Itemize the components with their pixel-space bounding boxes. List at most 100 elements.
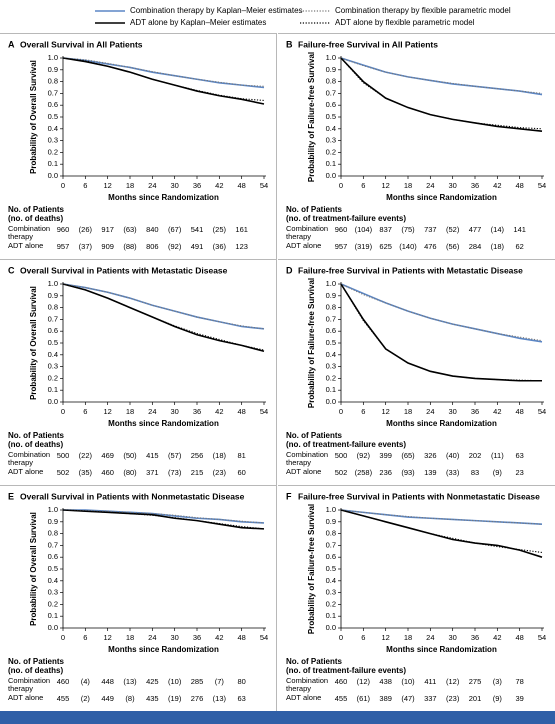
table-cell: (104) (354, 225, 373, 234)
panel: A Overall Survival in All Patients 0.0 0.1 0… (0, 33, 277, 259)
y-tick-label: 0.6 (48, 100, 58, 109)
table-cell: (19) (167, 694, 182, 703)
y-tick-label: 0.2 (48, 599, 58, 608)
x-tick-label: 0 (339, 633, 343, 642)
y-axis-label: Probability of Overall Survival (29, 286, 38, 400)
table-cell: (36) (212, 242, 226, 251)
y-tick-label: 0.4 (48, 576, 58, 585)
table-cell: (80) (123, 468, 137, 477)
footer-bar (0, 711, 555, 724)
table-cell: 39 (515, 694, 524, 703)
y-tick-label: 0.3 (326, 362, 336, 371)
y-tick-label: 0.3 (48, 362, 58, 371)
table-cell: 477 (468, 225, 482, 234)
table-cell: (23) (212, 468, 226, 477)
table-cell: 201 (468, 694, 482, 703)
table-cell: (9) (492, 468, 502, 477)
x-tick-label: 36 (471, 633, 479, 642)
survival-curve (340, 57, 543, 94)
table-cell: 371 (146, 468, 159, 477)
y-tick-label: 0.3 (326, 136, 336, 145)
y-tick-label: 0.3 (48, 136, 58, 145)
row-label: Combination therapy (286, 450, 329, 467)
table-cell: 957 (56, 242, 70, 251)
x-tick-label: 6 (361, 181, 365, 190)
table-cell: (37) (78, 242, 92, 251)
y-axis-label: Probability of Overall Survival (29, 512, 38, 626)
table-cell: 448 (101, 677, 114, 686)
y-tick-label: 0.5 (48, 112, 58, 121)
survival-curve (340, 283, 543, 342)
y-tick-label: 0.1 (326, 385, 336, 394)
table-cell: (140) (399, 242, 417, 251)
panel: F Failure-free Survival in Patients with … (278, 485, 555, 711)
table-cell: (67) (167, 225, 182, 234)
table-cell: (52) (445, 225, 460, 234)
table-header: No. of Patients (286, 205, 343, 214)
y-tick-label: 0.0 (48, 397, 58, 406)
chart: E Overall Survival in Patients with Nonme… (8, 491, 268, 654)
y-tick-label: 0.3 (48, 588, 58, 597)
table-subheader: (no. of deaths) (8, 214, 64, 223)
x-tick-label: 0 (61, 181, 65, 190)
x-tick-label: 36 (193, 181, 201, 190)
survival-curve (62, 283, 265, 353)
y-tick-label: 0.5 (326, 112, 336, 121)
table-cell: (92) (167, 242, 182, 251)
table-cell: (258) (354, 468, 373, 477)
table-cell: 840 (146, 225, 159, 234)
panel: B Failure-free Survival in All Patients 0.… (278, 33, 555, 259)
table-cell: 476 (424, 242, 437, 251)
panel-title: Failure-free Survival in All Patients (298, 39, 438, 49)
table-cell: 275 (468, 677, 482, 686)
y-tick-label: 0.5 (326, 564, 336, 573)
table-cell: 415 (146, 451, 159, 460)
table-cell: (57) (167, 451, 182, 460)
x-tick-label: 6 (361, 407, 365, 416)
row-label: ADT alone (8, 467, 44, 476)
y-tick-label: 0.4 (48, 124, 58, 133)
table-cell: 215 (190, 468, 204, 477)
x-tick-label: 42 (215, 181, 223, 190)
table-cell: 460 (56, 677, 70, 686)
y-tick-label: 0.0 (326, 171, 336, 180)
table-cell: (18) (212, 451, 226, 460)
panel-title: Overall Survival in Patients with Metast… (20, 265, 228, 275)
y-tick-label: 0.8 (48, 77, 58, 86)
table-subheader: (no. of treatment-failure events) (286, 666, 407, 675)
x-tick-label: 36 (193, 407, 201, 416)
x-tick-label: 18 (404, 407, 412, 416)
y-tick-label: 0.7 (326, 88, 336, 97)
table-subheader: (no. of deaths) (8, 440, 64, 449)
table-cell: (92) (356, 451, 370, 460)
row-label: Combination therapy (8, 676, 51, 693)
table-subheader: (no. of treatment-failure events) (286, 214, 407, 223)
table-header: No. of Patients (8, 205, 65, 214)
panel-label: D (286, 265, 293, 275)
table-cell: 500 (334, 451, 348, 460)
x-tick-label: 18 (404, 181, 412, 190)
y-tick-label: 0.9 (326, 517, 336, 526)
x-axis-label: Months since Randomization (108, 419, 219, 428)
y-tick-label: 1.0 (326, 279, 336, 288)
table-cell: 455 (56, 694, 70, 703)
x-tick-label: 12 (381, 633, 389, 642)
x-tick-label: 30 (448, 633, 456, 642)
y-tick-label: 0.0 (48, 623, 58, 632)
survival-curve (340, 283, 543, 382)
y-tick-label: 0.8 (326, 303, 336, 312)
panel-title: Failure-free Survival in Patients with M… (298, 265, 523, 275)
table-cell: 326 (424, 451, 437, 460)
table-cell: (4) (80, 677, 90, 686)
survival-curve (340, 509, 543, 554)
table-cell: 161 (235, 225, 248, 234)
row-label: ADT alone (286, 241, 322, 250)
x-tick-label: 12 (103, 407, 111, 416)
table-cell: (2) (80, 694, 90, 703)
table-cell: 625 (379, 242, 392, 251)
y-tick-label: 0.7 (48, 314, 58, 323)
table-cell: 460 (101, 468, 114, 477)
table-cell: 502 (56, 468, 70, 477)
y-tick-label: 0.1 (48, 385, 58, 394)
x-tick-label: 30 (448, 407, 456, 416)
